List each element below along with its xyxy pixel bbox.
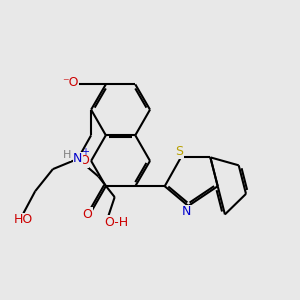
Text: +: + bbox=[81, 147, 89, 158]
Text: O-H: O-H bbox=[104, 216, 128, 229]
Text: O: O bbox=[82, 208, 92, 221]
Text: H: H bbox=[62, 150, 71, 160]
Text: S: S bbox=[176, 145, 183, 158]
Text: N: N bbox=[182, 205, 191, 218]
Text: N: N bbox=[73, 152, 83, 165]
Text: O: O bbox=[79, 154, 89, 167]
Text: HO: HO bbox=[14, 213, 33, 226]
Text: ⁻O: ⁻O bbox=[62, 76, 78, 89]
